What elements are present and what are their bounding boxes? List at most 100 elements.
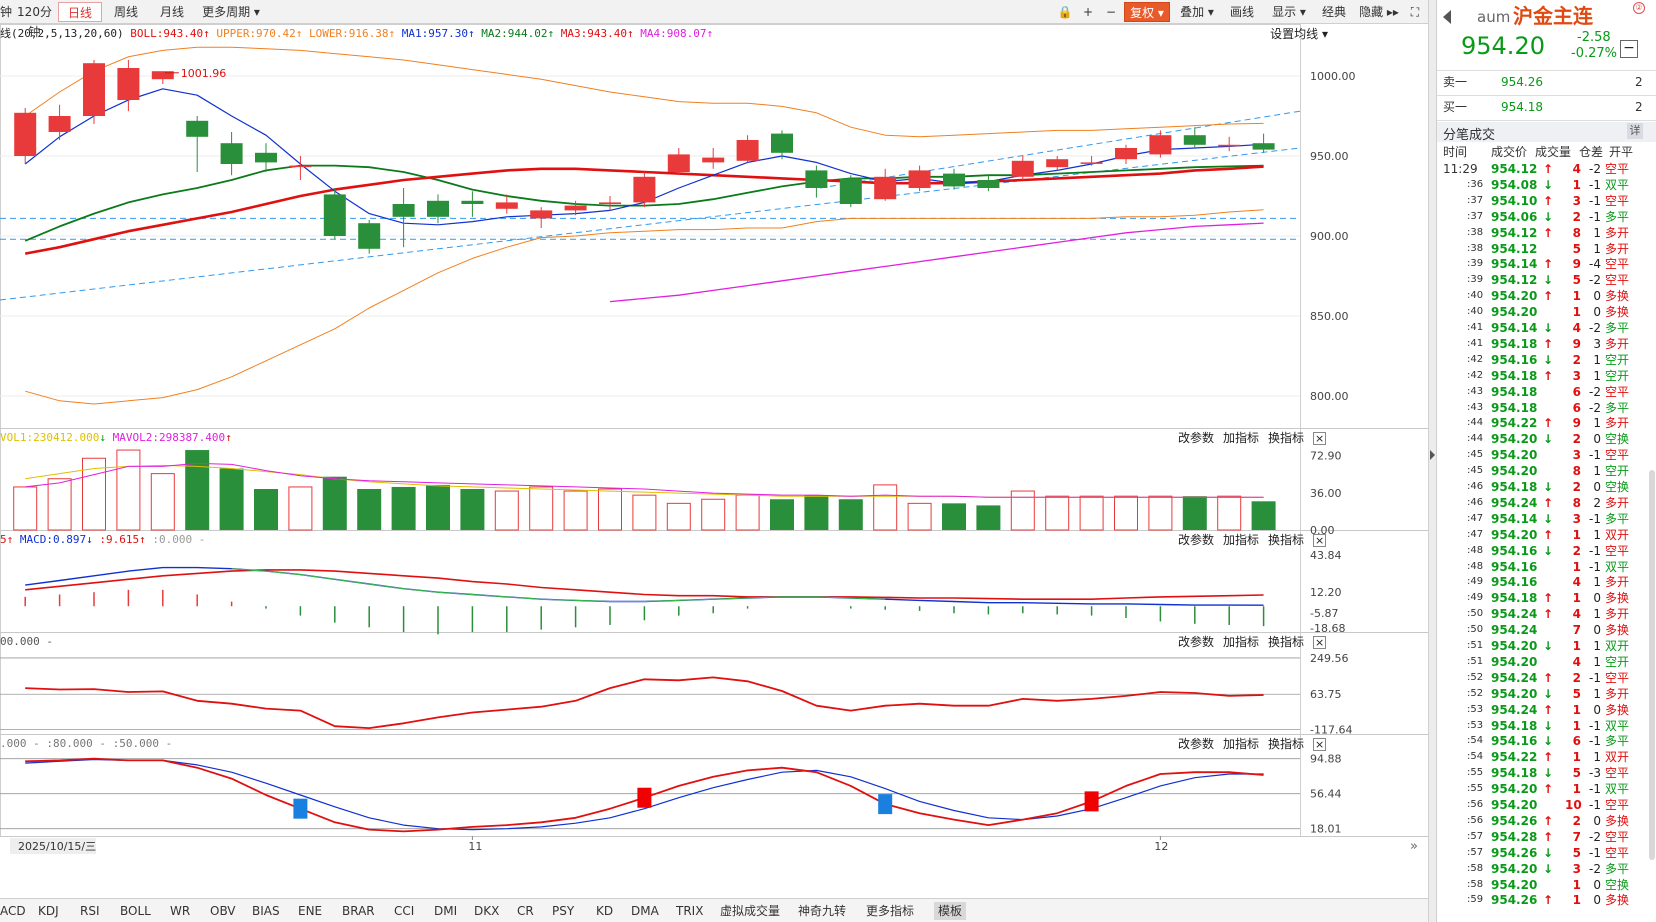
close-panel-button[interactable]: × (1313, 432, 1327, 445)
ticks-header-cell: 成交价 (1491, 145, 1528, 159)
indicator-tab[interactable]: BRAR (342, 904, 375, 918)
tick-open-close: 双开 (1605, 639, 1630, 653)
tick-oi-change: 1 (1593, 416, 1601, 431)
indicator-tab[interactable]: BIAS (252, 904, 280, 918)
volume-bar-up (1114, 495, 1138, 531)
tick-volume: 7 (1572, 623, 1581, 638)
indicator-tab[interactable]: 神奇九转 (798, 904, 847, 918)
switch-indicator-button[interactable]: 换指标 (1268, 431, 1305, 445)
indicator-tab[interactable]: KDJ (38, 904, 59, 918)
close-panel-button[interactable]: × (1313, 738, 1327, 751)
indicator-tab[interactable]: DKX (474, 904, 500, 918)
chart-area[interactable]: 1000.00 950.00 900.00 850.00 800.00 1001.96 72… (0, 24, 1428, 902)
tick-price: 954.12 (1491, 241, 1538, 256)
draw-line-button[interactable]: 画线 (1229, 5, 1254, 19)
panel-splitter[interactable] (1428, 0, 1436, 922)
arrow-up-icon: ↑ (1543, 813, 1554, 828)
tick-time: :43 (1467, 401, 1484, 413)
indicator-tab[interactable]: CCI (394, 904, 415, 918)
zoom-in-icon[interactable]: + (1082, 5, 1094, 19)
indicator-tab[interactable]: PSY (552, 904, 575, 918)
candle-down (977, 180, 1000, 188)
restore-rights-button[interactable]: 复权 ▾ (1124, 2, 1170, 22)
collapse-arrow-icon[interactable] (1430, 450, 1435, 460)
period-tab[interactable]: 120分钟 (17, 5, 52, 39)
indicator-tab[interactable]: ENE (298, 904, 323, 918)
period-tab[interactable]: 日线 (58, 2, 102, 22)
edit-params-button[interactable]: 改参数 (1178, 635, 1215, 649)
lock-icon[interactable]: 🔒 (1057, 5, 1073, 19)
tick-price: 954.20 (1491, 639, 1538, 653)
switch-indicator-button[interactable]: 换指标 (1268, 533, 1305, 547)
tick-oi-change: 1 (1593, 225, 1601, 240)
period-tab[interactable]: 钟 (0, 5, 13, 19)
tick-volume: 1 (1572, 305, 1581, 320)
edit-params-button[interactable]: 改参数 (1178, 737, 1215, 751)
prev-symbol-icon[interactable] (1443, 10, 1451, 24)
tick-oi-change: 1 (1593, 686, 1601, 701)
price-axis-label: 950.00 (1310, 150, 1349, 163)
zoom-out-icon[interactable]: − (1105, 5, 1117, 19)
fullscreen-icon[interactable]: ⛶ (1410, 5, 1420, 19)
add-indicator-button[interactable]: 加指标 (1223, 635, 1260, 649)
indicator-tab[interactable]: CR (517, 904, 534, 918)
tick-volume: 2 (1572, 209, 1581, 224)
add-indicator-button[interactable]: 加指标 (1223, 533, 1260, 547)
macd-axis-label: -18.68 (1310, 622, 1345, 635)
candle-down (1252, 143, 1275, 150)
switch-indicator-button[interactable]: 换指标 (1268, 635, 1305, 649)
tick-open-close: 双平 (1605, 718, 1630, 733)
tick-time: :39 (1467, 258, 1484, 270)
tick-row: :41 954.18 ↑ 9 3 多开 (1437, 336, 1656, 352)
period-tab[interactable]: 周线 (113, 5, 138, 19)
ma-settings-button[interactable]: 设置均线 ▾ (1270, 27, 1328, 41)
period-tab[interactable]: 月线 (159, 5, 184, 19)
close-panel-button[interactable]: × (1313, 636, 1327, 649)
info-badge-icon[interactable]: ② (1633, 2, 1645, 14)
indicator-tab[interactable]: TRIX (676, 904, 704, 918)
indicator-tab[interactable]: ACD (0, 904, 26, 918)
classic-button[interactable]: 经典 (1321, 5, 1346, 19)
indicator-tab[interactable]: DMI (434, 904, 458, 918)
arrow-down-icon: ↓ (1543, 480, 1554, 494)
indicator-tab[interactable]: OBV (210, 904, 236, 918)
tick-row: :45 954.20 3 -1 空平 (1437, 447, 1656, 463)
tick-open-close: 多开 (1605, 575, 1630, 590)
tick-price: 954.20 (1491, 861, 1538, 876)
volume-bar-up (47, 478, 72, 531)
ask-label: 卖一 (1443, 75, 1468, 89)
tick-volume: 1 (1572, 877, 1581, 892)
tick-price: 954.20 (1491, 877, 1538, 892)
indicator-tab[interactable]: 虚拟成交量 (720, 904, 781, 918)
indicator-tab[interactable]: DMA (631, 904, 659, 918)
indicator-tab[interactable]: KD (596, 904, 614, 918)
collapse-quote-button[interactable]: − (1620, 40, 1638, 58)
legend-item: ↓ (99, 431, 106, 444)
ticks-scrollbar[interactable] (1649, 470, 1655, 860)
indicator-tab[interactable]: BOLL (120, 904, 151, 918)
display-button[interactable]: 显示 ▾ (1272, 5, 1306, 19)
tick-open-close: 多开 (1605, 241, 1630, 256)
indicator-tab[interactable]: 模板 (934, 902, 967, 920)
indicator-tab[interactable]: 更多指标 (866, 904, 915, 918)
volume-bar-down (219, 468, 244, 530)
close-panel-button[interactable]: × (1313, 534, 1327, 547)
indicator-tab[interactable]: RSI (80, 904, 100, 918)
add-indicator-button[interactable]: 加指标 (1223, 737, 1260, 751)
tick-row: :59 954.26 ↑ 1 0 多换 (1437, 892, 1656, 908)
arrow-up-icon: ↑ (1543, 670, 1554, 685)
switch-indicator-button[interactable]: 换指标 (1268, 737, 1305, 751)
chart-canvas[interactable]: 1000.00 950.00 900.00 850.00 800.00 1001.96 72… (0, 24, 1428, 898)
hide-button[interactable]: 隐藏 ▸▸ (1359, 5, 1399, 19)
tick-row: :52 954.24 ↑ 2 -1 空平 (1437, 670, 1656, 686)
indicator-tab[interactable]: WR (170, 904, 191, 918)
volume-bar-up (735, 494, 760, 531)
tick-open-close: 多平 (1605, 209, 1630, 224)
edit-params-button[interactable]: 改参数 (1178, 431, 1215, 445)
add-indicator-button[interactable]: 加指标 (1223, 431, 1260, 445)
overlay-button[interactable]: 叠加 ▾ (1180, 5, 1214, 19)
edit-params-button[interactable]: 改参数 (1178, 533, 1215, 547)
ticks-detail-button[interactable]: 详 (1627, 123, 1643, 139)
period-tab[interactable]: 更多周期 ▾ (202, 5, 260, 19)
